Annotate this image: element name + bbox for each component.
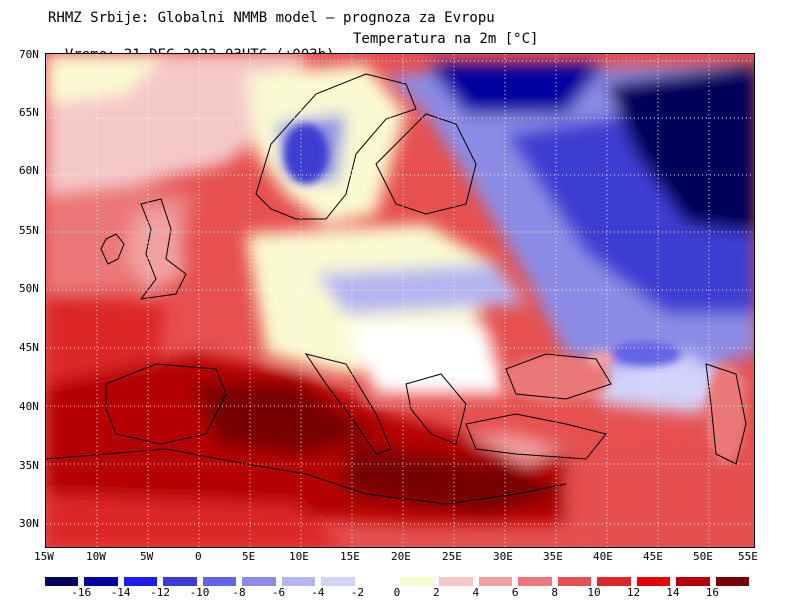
colorbar-label: 4 <box>472 586 480 599</box>
parameter-label: Temperatura na 2m [°C] <box>353 31 539 47</box>
colorbar-label: 12 <box>626 586 641 599</box>
colorbar-label: -2 <box>350 586 364 599</box>
greece-coast <box>405 373 467 445</box>
colorbar-label: -4 <box>311 586 325 599</box>
colorbar-segment <box>439 577 473 586</box>
colorbar-segment <box>45 577 79 586</box>
sea-of-azov <box>586 351 616 367</box>
italy-coast <box>304 353 392 455</box>
ireland-coast <box>100 233 125 265</box>
great-britain-coast <box>139 198 187 300</box>
lat-label-60n: 60N <box>19 164 39 177</box>
lon-label-20e: 20E <box>391 550 411 563</box>
colorbar-segment <box>84 577 118 586</box>
caspian-coast <box>705 363 747 465</box>
colorbar-segment <box>676 577 710 586</box>
colorbar-segment <box>360 577 394 586</box>
north-cape-cold <box>426 64 606 114</box>
colorbar-segment <box>715 577 749 586</box>
lat-label-35n: 35N <box>19 459 39 472</box>
lon-label-15w: 15W <box>34 550 54 563</box>
lat-label-65n: 65N <box>19 106 39 119</box>
colorbar-segment <box>478 577 513 586</box>
north-africa-west <box>46 494 344 547</box>
black-sea-coast <box>505 353 612 400</box>
north-africa-coast <box>46 448 567 505</box>
temperature-field <box>46 54 754 547</box>
steppe-cold-spot <box>611 342 681 366</box>
colorbar-label: -6 <box>271 586 286 599</box>
colorbar-segment <box>163 577 197 586</box>
lon-label-55e: 55E <box>738 550 758 563</box>
lat-label-70n: 70N <box>19 48 39 61</box>
colorbar-label: 8 <box>551 586 558 599</box>
middle-east <box>566 434 754 547</box>
colorbar-segment <box>400 577 434 586</box>
lon-label-10w: 10W <box>86 550 106 563</box>
colorbar-segment <box>636 577 671 586</box>
graticule <box>46 54 754 547</box>
map-title: RHMZ Srbije: Globalni NMMB model — progn… <box>48 10 495 26</box>
colorbar-segment <box>242 577 276 586</box>
lon-label-25e: 25E <box>442 550 462 563</box>
colorbar-label: 14 <box>666 586 680 599</box>
temperature-colorbar <box>45 577 755 586</box>
lat-label-45n: 45N <box>19 341 39 354</box>
central-europe-cold-band <box>316 264 526 314</box>
colorbar-segment <box>123 577 158 586</box>
lon-label-30e: 30E <box>493 550 513 563</box>
caspian-sea-warm <box>706 364 746 464</box>
lon-label-10e: 10E <box>289 550 309 563</box>
colorbar-label: 16 <box>705 586 719 599</box>
colorbar-segment <box>321 577 355 586</box>
colorbar-label: -10 <box>189 586 210 599</box>
lat-label-50n: 50N <box>19 282 39 295</box>
mediterranean-west-hot <box>196 384 376 454</box>
arctic-ocean-edge <box>46 54 166 104</box>
turkey-coast <box>465 413 607 460</box>
iberia-coast <box>105 363 227 445</box>
lon-label-5e: 5E <box>242 550 256 563</box>
colorbar-segment <box>281 577 316 586</box>
coastlines <box>46 73 747 505</box>
colorbar-label: 2 <box>433 586 440 599</box>
lon-label-40e: 40E <box>593 550 613 563</box>
colorbar-segment <box>557 577 592 586</box>
colorbar-segment <box>518 577 552 586</box>
scandinavia-coast <box>255 73 417 220</box>
balkans-neutral <box>346 324 506 394</box>
caucasus-cool <box>566 354 746 414</box>
colorbar-label: 10 <box>587 586 601 599</box>
colorbar-label: 6 <box>511 586 519 599</box>
lat-label-55n: 55N <box>19 224 39 237</box>
finland-coast <box>375 113 477 215</box>
lon-label-5w: 5W <box>140 550 154 563</box>
lon-label-35e: 35E <box>543 550 563 563</box>
lon-label-45e: 45E <box>643 550 663 563</box>
lon-label-15e: 15E <box>340 550 360 563</box>
lat-label-40n: 40N <box>19 400 39 413</box>
lat-label-30n: 30N <box>19 517 39 530</box>
colorbar-label: 0 <box>393 586 401 599</box>
temperature-map <box>45 53 755 548</box>
colorbar-label: -14 <box>110 586 131 599</box>
colorbar-label: -8 <box>232 586 246 599</box>
russia-coldest <box>606 64 754 234</box>
anatolia-cool <box>466 434 566 464</box>
mediterranean-east-hot <box>346 444 566 514</box>
colorbar-segment <box>202 577 237 586</box>
lon-label-50e: 50E <box>693 550 713 563</box>
colorbar-label: -12 <box>150 586 170 599</box>
lon-label-0: 0 <box>195 550 202 563</box>
uk-mild <box>126 204 186 294</box>
scandinavian-mountains-cold <box>284 124 328 184</box>
colorbar-label: -16 <box>71 586 92 599</box>
colorbar-segment <box>597 577 631 586</box>
